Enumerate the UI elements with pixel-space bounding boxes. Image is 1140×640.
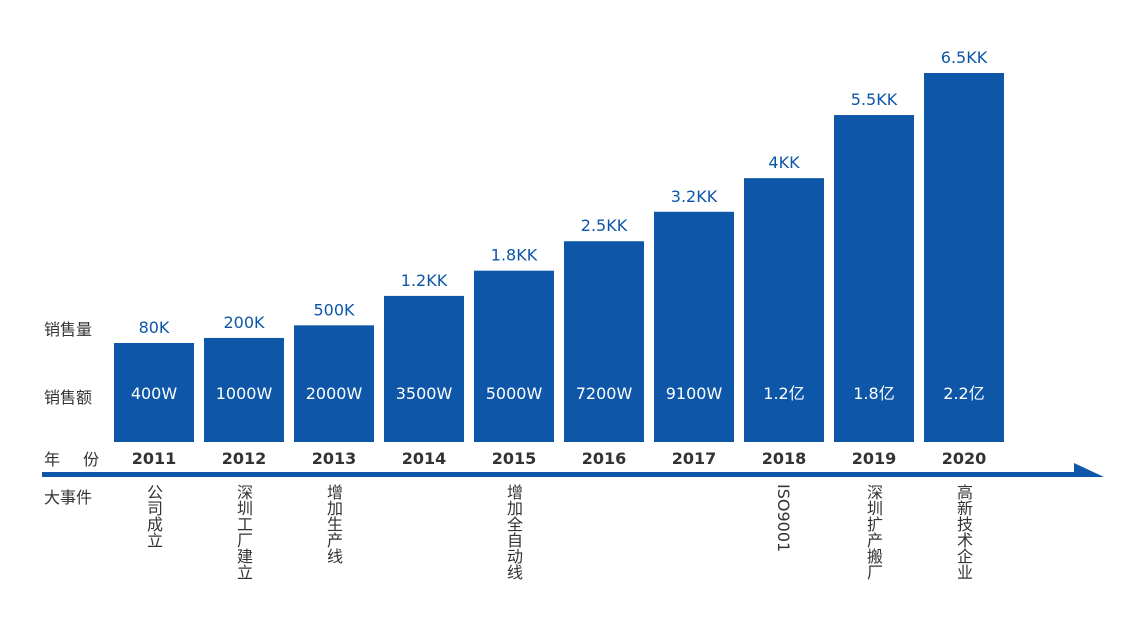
quantity-label-2015: 1.8KK [491, 246, 538, 265]
amount-label-2017: 9100W [666, 384, 723, 403]
quantity-label-2013: 500K [313, 300, 355, 319]
quantity-label-2014: 1.2KK [401, 271, 448, 290]
bar-2011 [114, 343, 194, 442]
timeline-arrow-icon [1074, 463, 1104, 477]
quantity-label-2017: 3.2KK [671, 187, 718, 206]
event-2015: 增加全自动线 [504, 484, 523, 580]
year-label-2018: 2018 [762, 449, 807, 468]
quantity-label-2012: 200K [223, 313, 265, 332]
timeline-axis [42, 463, 1104, 477]
quantity-label-2016: 2.5KK [581, 216, 628, 235]
amount-label-2020: 2.2亿 [943, 384, 984, 403]
bar-2014 [384, 295, 464, 442]
amount-labels-group: 400W 1000W 2000W 3500W 5000W 7200W 9100W 1.2亿 1.… [131, 384, 985, 403]
quantity-labels-group: 80K 200K 500K 1.2KK 1.8KK 2.5KK 3.2KK 4KK 5.5KK 6… [139, 48, 988, 337]
bar-2015 [474, 270, 554, 442]
amount-label-2012: 1000W [216, 384, 273, 403]
row-label-amount: 销售额 [44, 388, 93, 407]
bar-2013 [294, 325, 374, 442]
quantity-label-2011: 80K [139, 318, 170, 337]
year-label-2020: 2020 [942, 449, 987, 468]
event-2011: 公司成立 [144, 484, 163, 548]
event-2018: ISO9001 [774, 484, 793, 553]
event-2013: 增加生产线 [324, 484, 343, 564]
event-2020: 高新技术企业 [954, 484, 973, 580]
bar-2016 [564, 241, 644, 442]
event-2012: 深圳工厂建立 [234, 484, 253, 580]
amount-label-2014: 3500W [396, 384, 453, 403]
quantity-label-2018: 4KK [768, 153, 800, 172]
bar-2017 [654, 211, 734, 442]
bar-2020 [924, 73, 1004, 442]
bar-2012 [204, 337, 284, 442]
row-label-quantity: 销售量 [44, 320, 93, 339]
row-label-year: 年 份 [44, 446, 99, 470]
amount-label-2015: 5000W [486, 384, 543, 403]
bars-group [114, 73, 1004, 442]
bar-2018 [744, 178, 824, 442]
year-label-2012: 2012 [222, 449, 267, 468]
year-label-2019: 2019 [852, 449, 897, 468]
event-2019: 深圳扩产搬厂 [864, 484, 883, 580]
year-label-2016: 2016 [582, 449, 627, 468]
year-label-2013: 2013 [312, 449, 357, 468]
timeline-line [42, 472, 1078, 477]
amount-label-2019: 1.8亿 [853, 384, 894, 403]
year-label-2014: 2014 [402, 449, 447, 468]
row-label-events: 大事件 [44, 488, 93, 507]
year-label-2017: 2017 [672, 449, 717, 468]
quantity-label-2020: 6.5KK [941, 48, 988, 67]
quantity-label-2019: 5.5KK [851, 90, 898, 109]
bar-2019 [834, 115, 914, 442]
year-label-2011: 2011 [132, 449, 177, 468]
amount-label-2016: 7200W [576, 384, 633, 403]
amount-label-2013: 2000W [306, 384, 363, 403]
amount-label-2011: 400W [131, 384, 178, 403]
amount-label-2018: 1.2亿 [763, 384, 804, 403]
year-labels-group: 2011 2012 2013 2014 2015 2016 2017 2018 2019 2020 [132, 449, 987, 468]
row-label-year-text: 年 份 [44, 450, 100, 469]
year-label-2015: 2015 [492, 449, 537, 468]
